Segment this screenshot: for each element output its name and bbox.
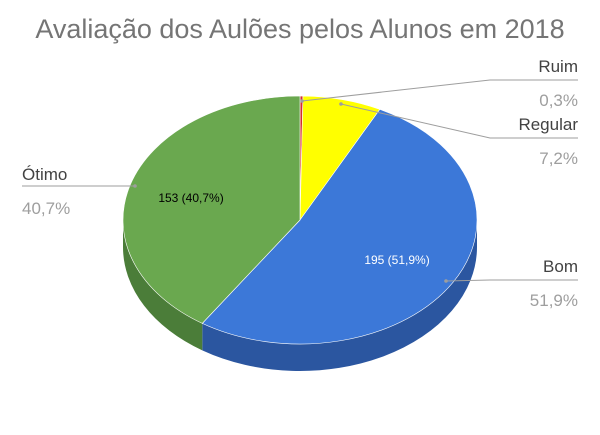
- category-label-otimo: Ótimo: [22, 165, 67, 184]
- category-label-regular: Regular: [518, 115, 578, 134]
- pie-side-ótimo: [123, 220, 203, 351]
- label-leader-lines: [22, 79, 578, 283]
- data-label-bom: 195 (51,9%): [364, 253, 429, 267]
- category-label-ruim: Ruim: [538, 57, 578, 76]
- percent-label-otimo: 40,7%: [22, 199, 70, 218]
- pie-slice-ótimo[interactable]: [122, 95, 301, 324]
- pie-slice-bom[interactable]: [201, 108, 478, 345]
- pie-sides: [123, 220, 477, 371]
- pie-slices: [122, 95, 478, 345]
- leader-dot-bom: [444, 279, 448, 283]
- leader-line-bom: [445, 279, 578, 282]
- chart-title: Avaliação dos Aulões pelos Alunos em 201…: [35, 14, 565, 44]
- category-label-bom: Bom: [543, 257, 578, 276]
- leader-dot-regular: [339, 102, 343, 106]
- leader-dot-otimo: [133, 184, 137, 188]
- leader-dot-ruim: [300, 99, 304, 103]
- data-label-otimo: 153 (40,7%): [158, 191, 223, 205]
- leader-line-regular: [340, 103, 578, 139]
- percent-label-bom: 51,9%: [530, 291, 578, 310]
- pie-side-bom: [202, 220, 477, 371]
- percent-label-ruim: 0,3%: [539, 91, 578, 110]
- slice-labels: Ruim 0,3% Regular 7,2% Bom 51,9% 195 (51,9%) Ót…: [22, 57, 578, 310]
- percent-label-regular: 7,2%: [539, 149, 578, 168]
- leader-line-ruim: [301, 79, 578, 102]
